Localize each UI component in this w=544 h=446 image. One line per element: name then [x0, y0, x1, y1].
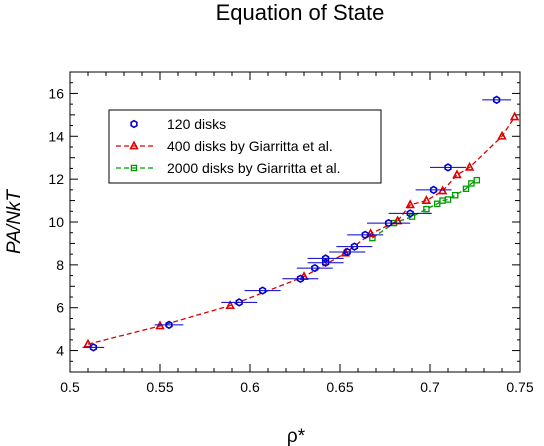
data-point — [321, 258, 330, 267]
series-hexagon — [82, 95, 511, 352]
x-axis-label: ρ* — [287, 426, 306, 446]
data-point — [405, 199, 415, 209]
data-point — [421, 195, 432, 204]
axis-ticks: 0.5 0.55 0.6 0.65 0.7 0.75 4 6 8 10 12 14 16 — [48, 71, 534, 395]
chart-title: Equation of State — [216, 0, 385, 25]
y-tick-label: 6 — [56, 300, 64, 316]
data-point — [89, 343, 98, 352]
data-point — [429, 185, 438, 195]
legend-label: 120 disks — [167, 116, 226, 132]
legend-marker-square — [130, 164, 138, 172]
data-point — [464, 161, 475, 171]
data-point — [384, 218, 393, 228]
data-point — [365, 228, 376, 238]
data-point — [225, 300, 235, 309]
data-point — [258, 286, 267, 295]
data-point — [462, 185, 470, 193]
series-line-square — [372, 179, 478, 239]
data-point — [406, 209, 414, 218]
data-point — [350, 242, 359, 251]
data-point — [311, 263, 319, 273]
data-point — [235, 298, 243, 307]
legend-marker-hexagon — [130, 119, 138, 129]
data-point — [444, 196, 452, 203]
data-point — [473, 176, 481, 184]
data-point — [369, 234, 376, 242]
y-tick-label: 12 — [48, 171, 64, 187]
legend-marker-triangle — [129, 140, 139, 150]
legend-box — [108, 109, 382, 184]
x-tick-label: 0.6 — [240, 379, 260, 395]
y-tick-label: 8 — [56, 257, 64, 273]
data-point — [451, 191, 459, 199]
data-point — [321, 254, 330, 263]
data-point — [492, 95, 501, 105]
legend-label: 400 disks by Giarritta et al. — [167, 138, 333, 154]
series-square — [369, 176, 481, 242]
data-point — [343, 247, 351, 257]
legend-label: 2000 disks by Giarritta et al. — [167, 160, 341, 176]
data-point — [423, 205, 430, 213]
data-point — [165, 320, 173, 330]
legend: 120 disks 400 disks by Giarritta et al. 20… — [108, 109, 382, 184]
series-layer — [82, 95, 520, 352]
x-tick-label: 0.65 — [326, 379, 353, 395]
x-tick-label: 0.75 — [506, 379, 533, 395]
x-tick-label: 0.7 — [420, 379, 440, 395]
data-point — [296, 274, 305, 284]
data-point — [361, 230, 369, 240]
data-point — [452, 169, 462, 179]
data-point — [509, 111, 520, 121]
data-point — [83, 338, 93, 348]
y-tick-label: 4 — [56, 343, 64, 359]
y-tick-label: 14 — [48, 128, 64, 144]
y-axis-label: PA/NkT — [4, 189, 25, 254]
x-tick-label: 0.5 — [60, 379, 80, 395]
y-tick-label: 16 — [48, 85, 64, 101]
data-point — [444, 163, 452, 172]
y-tick-label: 10 — [48, 214, 64, 230]
x-tick-label: 0.55 — [146, 379, 173, 395]
data-point — [497, 130, 507, 140]
